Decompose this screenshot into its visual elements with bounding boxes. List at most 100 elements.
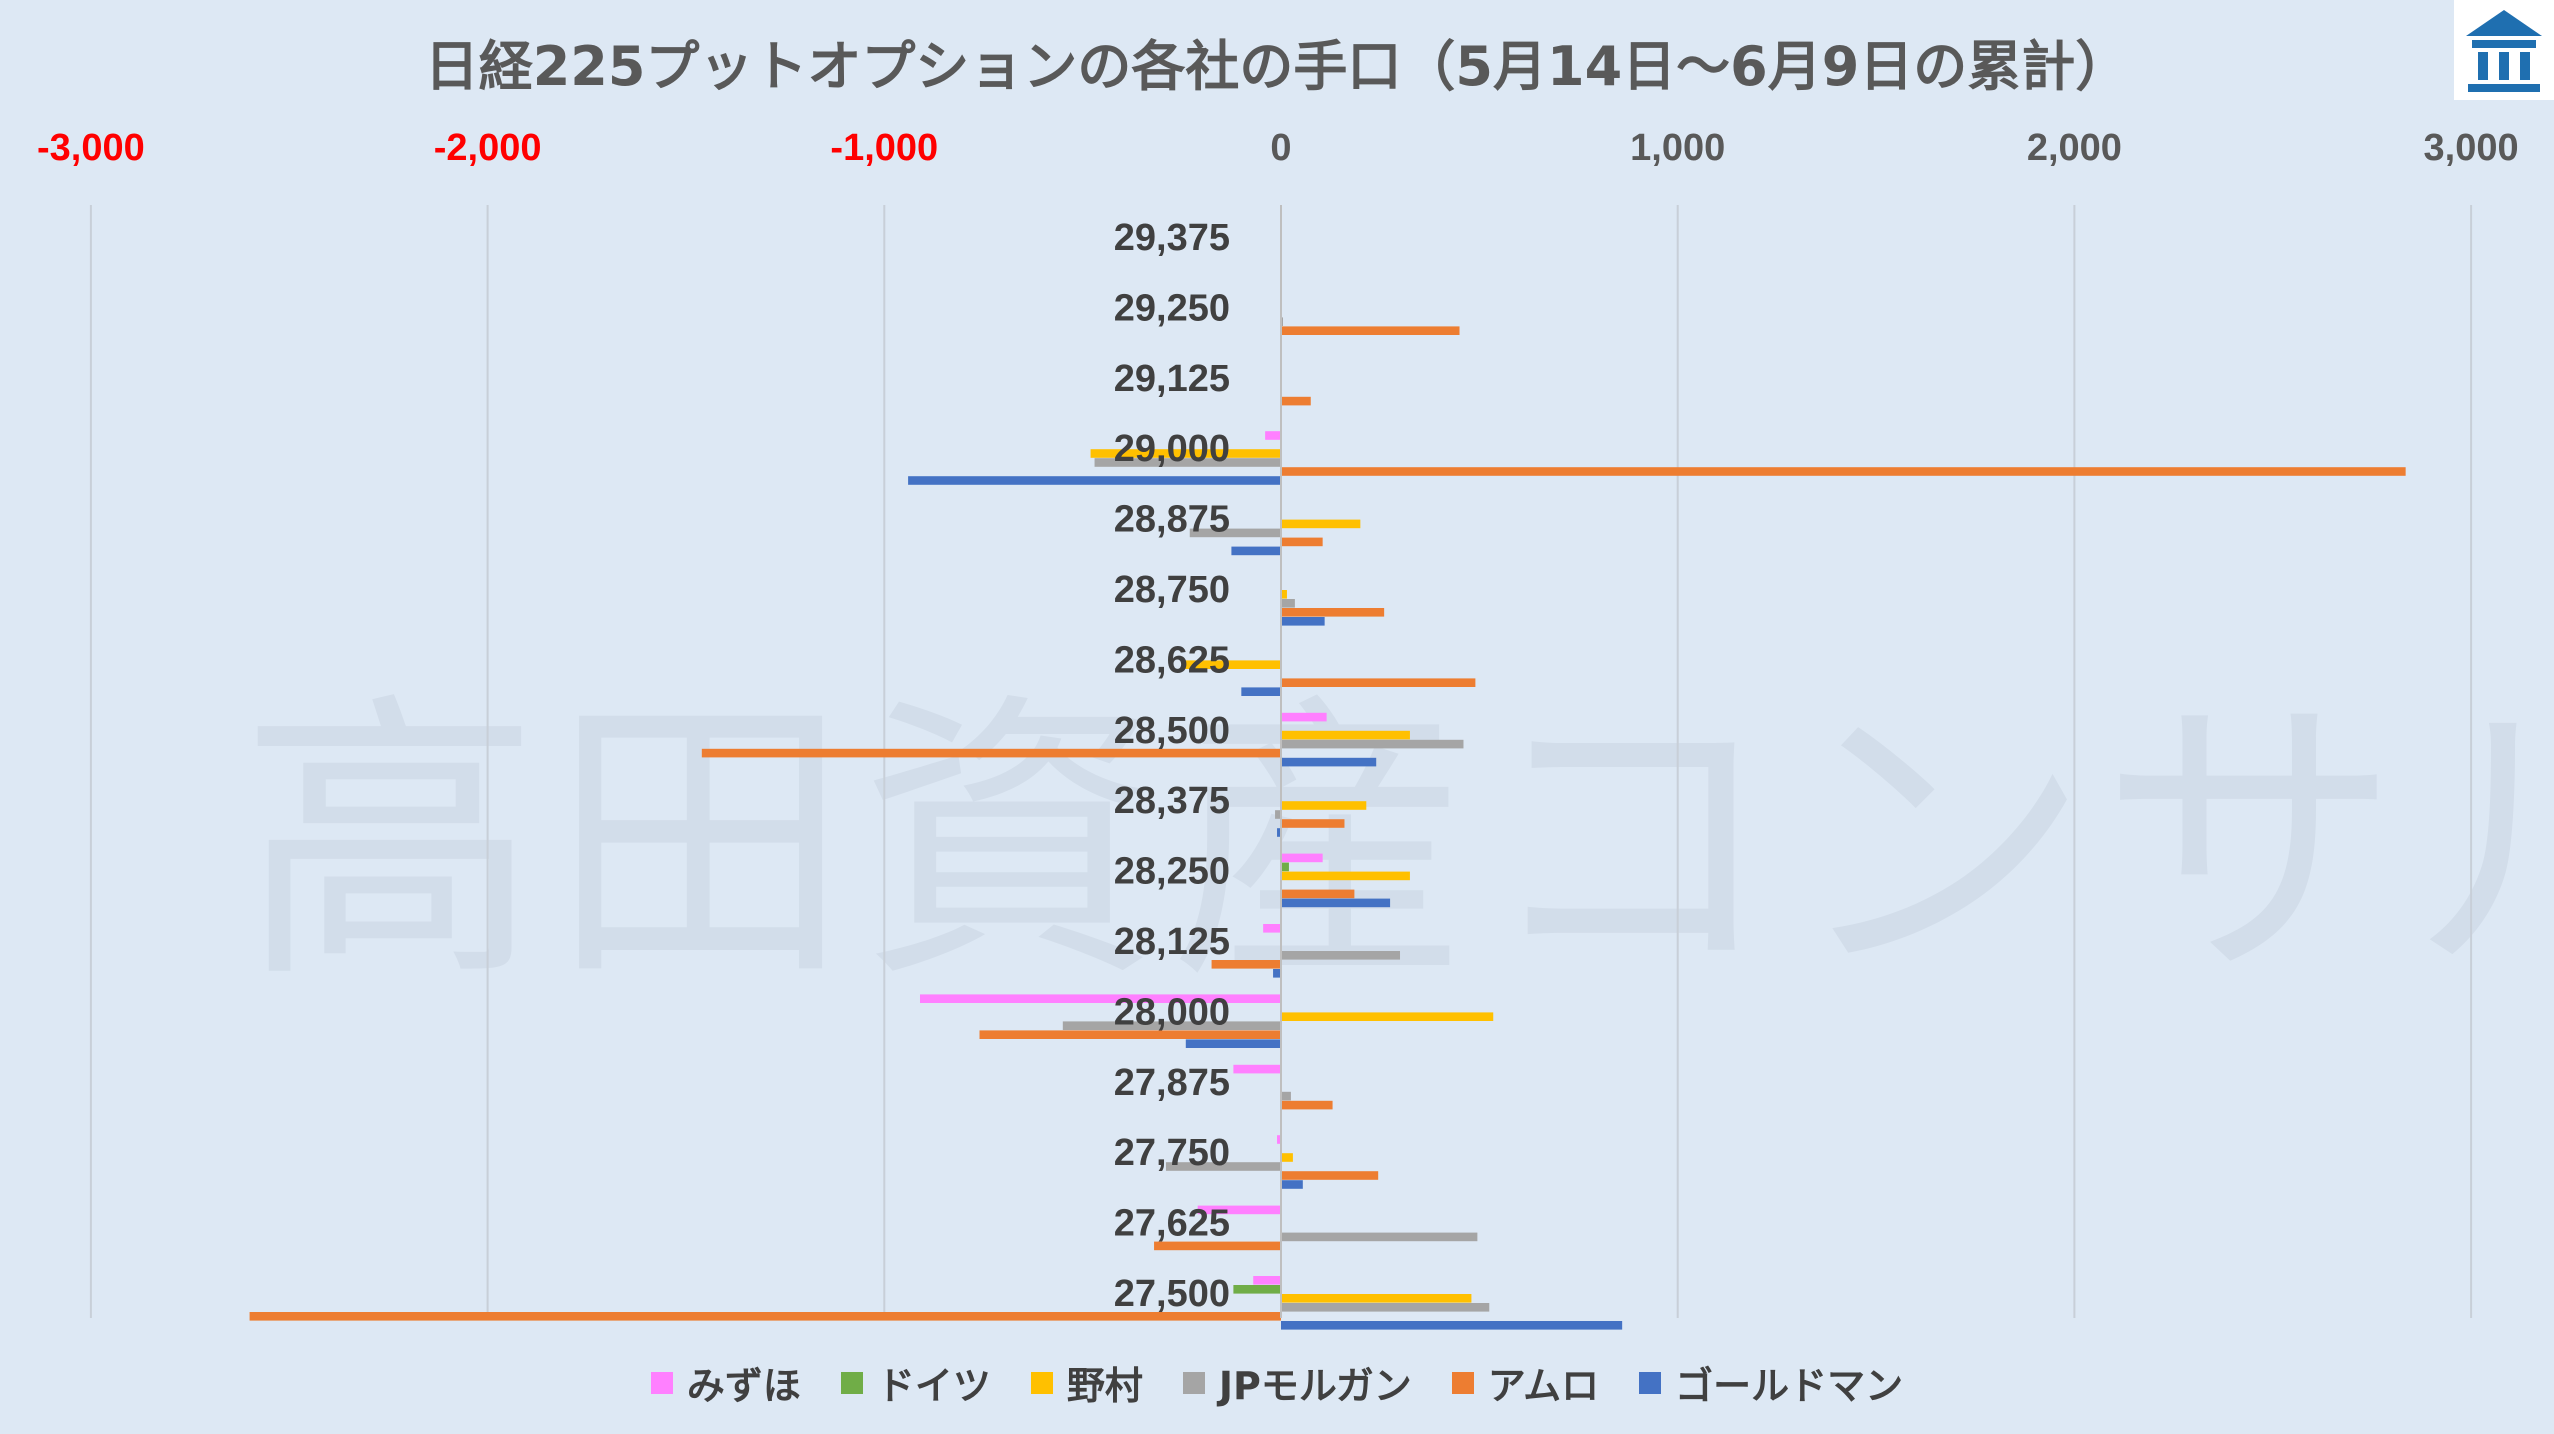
bar xyxy=(1275,810,1281,819)
bar xyxy=(1165,1162,1281,1171)
legend-swatch xyxy=(840,1371,863,1394)
category-label: 29,000 xyxy=(1114,428,1230,470)
bar xyxy=(1231,546,1281,556)
x-tick-label: 0 xyxy=(1270,127,1291,169)
x-tick-label: 2,000 xyxy=(2027,127,2122,169)
bar xyxy=(1281,537,1323,547)
bar xyxy=(1281,730,1410,740)
category-label: 27,875 xyxy=(1114,1062,1230,1104)
bar xyxy=(1090,449,1281,458)
bar xyxy=(1263,924,1281,933)
bar xyxy=(1253,1276,1281,1285)
chart-legend: みずほ ドイツ 野村 JPモルガン アムロ ゴールドマン xyxy=(0,1355,2554,1410)
bar xyxy=(1281,467,2406,476)
legend-swatch xyxy=(650,1371,673,1394)
category-label: 28,750 xyxy=(1114,569,1230,611)
bar xyxy=(1281,1153,1293,1162)
legend-swatch xyxy=(1451,1371,1474,1394)
bar xyxy=(1233,1285,1281,1294)
bar xyxy=(1281,1232,1478,1242)
bar xyxy=(1281,712,1327,722)
legend-item: ドイツ xyxy=(840,1355,991,1410)
bar xyxy=(1181,660,1281,669)
legend-label: 野村 xyxy=(1066,1364,1143,1408)
chart-title: 日経225プットオプションの各社の手口（5月14日～6月9日の累計） xyxy=(424,35,2130,98)
category-label: 27,750 xyxy=(1114,1132,1230,1174)
bar xyxy=(1281,1100,1333,1110)
legend-swatch xyxy=(1182,1371,1205,1394)
legend-item: JPモルガン xyxy=(1182,1355,1412,1410)
bar xyxy=(920,994,1281,1003)
bar xyxy=(979,1030,1281,1039)
bar xyxy=(1281,862,1289,872)
category-label: 28,000 xyxy=(1114,991,1230,1033)
bar xyxy=(1281,678,1476,687)
bar xyxy=(701,748,1281,758)
bar xyxy=(1281,1180,1303,1189)
x-tick-label: 3,000 xyxy=(2424,127,2519,169)
x-tick-label: -3,000 xyxy=(37,127,145,169)
category-label: 28,125 xyxy=(1114,921,1230,963)
category-label: 28,250 xyxy=(1114,851,1230,893)
x-tick-label: -1,000 xyxy=(830,127,938,169)
legend-swatch xyxy=(1639,1371,1662,1394)
bar xyxy=(908,476,1281,485)
category-label: 29,125 xyxy=(1114,358,1230,400)
legend-item: 野村 xyxy=(1030,1355,1143,1410)
bar xyxy=(1281,519,1361,529)
category-label: 28,625 xyxy=(1114,639,1230,681)
bar xyxy=(1281,889,1355,899)
watermark: 高田資産コンサル xyxy=(240,669,2554,1018)
legend-label: ドイツ xyxy=(876,1364,991,1408)
legend-swatch xyxy=(1030,1371,1053,1394)
bar xyxy=(1281,853,1323,863)
legend-label: みずほ xyxy=(686,1364,801,1408)
bar xyxy=(1197,1205,1281,1215)
bar xyxy=(1281,898,1391,908)
category-label: 29,250 xyxy=(1114,287,1230,329)
bar xyxy=(1281,326,1460,335)
x-tick-label: 1,000 xyxy=(1630,127,1725,169)
building-logo-icon xyxy=(2454,0,2554,100)
legend-item: ゴールドマン xyxy=(1639,1355,1903,1410)
bar xyxy=(1281,739,1464,749)
bar xyxy=(1281,951,1401,960)
bar xyxy=(1211,960,1281,969)
category-label: 28,875 xyxy=(1114,499,1230,541)
category-label: 27,500 xyxy=(1114,1273,1230,1315)
legend-label: ゴールドマン xyxy=(1675,1364,1904,1408)
bar xyxy=(1277,828,1281,837)
bar xyxy=(1273,969,1281,978)
bar xyxy=(1277,1135,1281,1144)
bar xyxy=(1281,757,1377,767)
category-label: 28,375 xyxy=(1114,780,1230,822)
x-tick-label: -2,000 xyxy=(434,127,542,169)
category-label: 27,625 xyxy=(1114,1203,1230,1245)
bar xyxy=(1281,819,1345,828)
legend-label: JPモルガン xyxy=(1218,1364,1412,1408)
category-label: 28,500 xyxy=(1114,710,1230,752)
bar xyxy=(1281,1321,1623,1330)
legend-item: アムロ xyxy=(1451,1355,1599,1410)
bar xyxy=(249,1312,1282,1321)
bar xyxy=(1189,528,1281,538)
bar xyxy=(1062,1021,1281,1030)
bar xyxy=(1094,458,1281,467)
bar xyxy=(1281,599,1295,608)
bar xyxy=(1281,617,1325,626)
bar xyxy=(1154,1241,1281,1251)
bar xyxy=(1281,608,1385,617)
bar xyxy=(1281,1303,1490,1312)
legend-item: みずほ xyxy=(650,1355,801,1410)
category-label: 29,375 xyxy=(1114,217,1230,259)
bar xyxy=(1281,1012,1494,1021)
bar xyxy=(1281,396,1311,406)
bar xyxy=(1265,431,1281,440)
bar xyxy=(1241,687,1281,696)
bar xyxy=(1281,801,1367,810)
bar xyxy=(1233,1064,1281,1074)
bar xyxy=(1281,1171,1379,1180)
bar xyxy=(1281,1294,1472,1303)
